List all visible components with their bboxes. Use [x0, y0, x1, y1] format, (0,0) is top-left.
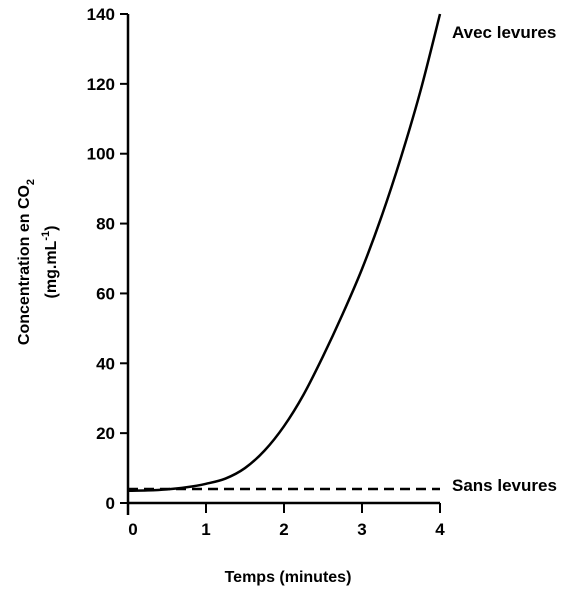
y-axis-title: Concentration en CO2 (mg.mL-1): [16, 179, 60, 345]
series-label-avec-levures: Avec levures: [452, 23, 556, 42]
x-tick-label: 1: [201, 520, 210, 539]
axes: [126, 14, 440, 515]
y-tick-label: 120: [87, 75, 115, 94]
y-tick-label: 100: [87, 145, 115, 164]
series-label-sans-levures: Sans levures: [452, 476, 557, 495]
y-tick-label: 0: [106, 494, 115, 513]
y-tick-label: 20: [96, 424, 115, 443]
y-axis-title-line1: Concentration en CO2: [16, 179, 37, 345]
y-axis-title-line2: (mg.mL-1): [40, 226, 60, 299]
series-lines: [127, 13, 442, 493]
x-axis-title: Temps (minutes): [225, 569, 352, 586]
x-axis-ticks: 0 1 2 3 4: [127, 503, 445, 539]
y-tick-label: 140: [87, 5, 115, 24]
y-tick-label: 60: [96, 284, 115, 303]
x-tick-label: 0: [128, 520, 137, 539]
series-line-avec-levures: [127, 13, 442, 493]
x-tick-label: 4: [435, 520, 445, 539]
y-tick-label: 80: [96, 215, 115, 234]
x-tick-label: 3: [357, 520, 366, 539]
x-tick-label: 2: [279, 520, 288, 539]
y-tick-label: 40: [96, 354, 115, 373]
y-axis-ticks: 0 20 40 60 80 100 120 140: [87, 5, 128, 513]
series-labels: Avec levures Sans levures: [452, 23, 557, 495]
